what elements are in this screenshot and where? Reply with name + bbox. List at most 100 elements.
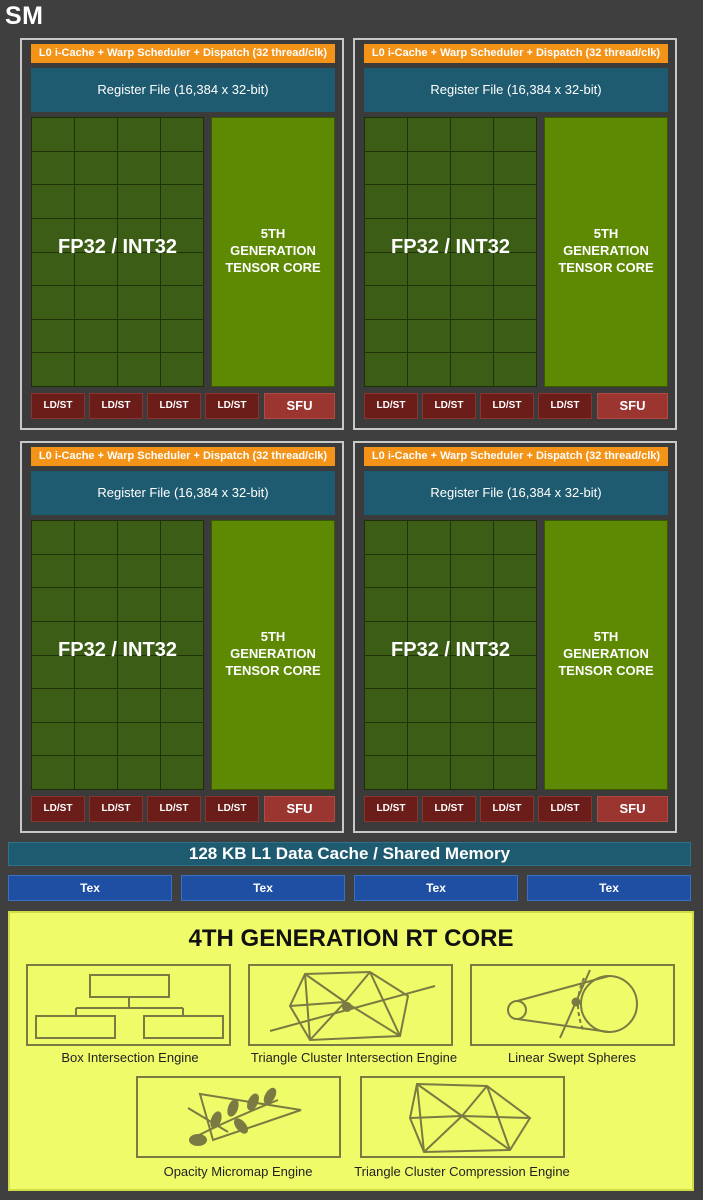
fp32-int32-core	[365, 319, 407, 353]
fp32-int32-core	[365, 689, 407, 722]
fp32-int32-core	[494, 252, 536, 286]
fp32-int32-core	[408, 319, 450, 353]
fp32-int32-core	[451, 554, 493, 588]
fp32-int32-core	[365, 655, 407, 689]
sm-title: SM	[5, 2, 44, 30]
ld-st-unit: LD/ST	[480, 393, 534, 419]
fp32-int32-core	[494, 588, 536, 621]
fp32-int32-core	[408, 353, 450, 386]
fp32-int32-core	[75, 151, 117, 185]
sfu-unit: SFU	[597, 796, 668, 822]
fp32-int32-core	[161, 286, 203, 319]
fp32-int32-core	[32, 655, 74, 689]
fp32-int32-core	[32, 252, 74, 286]
ld-st-unit: LD/ST	[31, 796, 85, 822]
fp32-int32-core	[118, 218, 160, 252]
fp32-int32-core	[408, 588, 450, 621]
rt-core-title: 4TH GENERATION RT CORE	[188, 925, 514, 952]
fp32-int32-core	[161, 588, 203, 621]
fp32-int32-core	[451, 286, 493, 319]
fp32-int32-core	[451, 521, 493, 554]
fp32-int32-core	[161, 689, 203, 722]
fp32-int32-core	[408, 218, 450, 252]
fp32-int32-core	[161, 655, 203, 689]
fp32-int32-core	[118, 588, 160, 621]
fp32-int32-core	[118, 118, 160, 151]
fp32-int32-core	[408, 756, 450, 789]
fp32-int32-core	[32, 151, 74, 185]
register-file: Register File (16,384 x 32-bit)	[364, 68, 668, 112]
fp32-int32-core	[408, 185, 450, 218]
fp32-int32-core	[451, 722, 493, 756]
fp32-int32-core	[75, 218, 117, 252]
fp32-int32-core	[451, 151, 493, 185]
tensor-core-label-line: 5TH	[593, 226, 619, 241]
tensor-core-label: 5TH GENERATION TENSOR CORE	[545, 225, 667, 276]
fp32-int32-core	[451, 621, 493, 655]
tensor-core-label: 5TH GENERATION TENSOR CORE	[212, 628, 334, 679]
fp32-int32-core	[408, 118, 450, 151]
fp32-int32-core	[161, 756, 203, 789]
fp32-int32-units: FP32 / INT32	[364, 520, 537, 790]
fp32-int32-core	[118, 655, 160, 689]
l1-data-cache: 128 KB L1 Data Cache / Shared Memory	[8, 842, 691, 866]
fp32-int32-core	[408, 722, 450, 756]
sfu-unit: SFU	[264, 796, 335, 822]
fp32-int32-core	[118, 185, 160, 218]
fp32-int32-core	[451, 218, 493, 252]
fp32-int32-core	[161, 151, 203, 185]
fp32-int32-core	[494, 286, 536, 319]
fp32-int32-core	[408, 286, 450, 319]
ld-st-unit: LD/ST	[89, 393, 143, 419]
triangle-cluster-icon	[360, 1076, 565, 1158]
fp32-int32-core	[161, 185, 203, 218]
fp32-int32-core	[365, 756, 407, 789]
fp32-int32-core	[75, 756, 117, 789]
fp32-int32-core	[494, 756, 536, 789]
tensor-core-label-line: GENERATION	[563, 243, 649, 258]
tensor-core-label: 5TH GENERATION TENSOR CORE	[212, 225, 334, 276]
tensor-core-label-line: TENSOR CORE	[558, 260, 654, 275]
fp32-int32-core	[118, 756, 160, 789]
sfu-unit: SFU	[264, 393, 335, 419]
fp32-int32-core	[32, 588, 74, 621]
fp32-int32-label: FP32 / INT32	[58, 236, 177, 258]
fp32-int32-core	[494, 722, 536, 756]
fp32-int32-core	[494, 151, 536, 185]
fp32-int32-core	[161, 118, 203, 151]
fp32-int32-core	[494, 353, 536, 386]
triangle-cluster-compression-engine-label: Triangle Cluster Compression Engine	[354, 1164, 570, 1179]
fp32-int32-core	[451, 689, 493, 722]
fp32-int32-core	[494, 521, 536, 554]
tensor-core-label-line: GENERATION	[563, 646, 649, 661]
tex-unit: Tex	[354, 875, 518, 901]
fp32-int32-core	[161, 722, 203, 756]
fp32-int32-core	[118, 286, 160, 319]
register-file: Register File (16,384 x 32-bit)	[364, 471, 668, 515]
fp32-int32-core	[365, 218, 407, 252]
fp32-int32-core	[494, 185, 536, 218]
fp32-int32-core	[451, 185, 493, 218]
fp32-int32-core	[494, 689, 536, 722]
processing-block: L0 i-Cache + Warp Scheduler + Dispatch (…	[353, 441, 677, 833]
fp32-int32-core	[408, 655, 450, 689]
fp32-int32-core	[75, 286, 117, 319]
fp32-int32-core	[161, 319, 203, 353]
fp32-int32-units: FP32 / INT32	[31, 117, 204, 387]
linear-swept-spheres-label: Linear Swept Spheres	[508, 1050, 636, 1065]
fp32-int32-core	[75, 118, 117, 151]
fp32-int32-core	[408, 621, 450, 655]
fp32-int32-core	[451, 655, 493, 689]
triangle-cluster-ray-icon	[248, 964, 453, 1046]
tensor-core-label: 5TH GENERATION TENSOR CORE	[545, 628, 667, 679]
tensor-core-label-line: 5TH	[260, 226, 286, 241]
tensor-core-label-line: TENSOR CORE	[225, 260, 321, 275]
fp32-int32-core	[451, 756, 493, 789]
fp32-int32-core	[408, 252, 450, 286]
fp32-int32-core	[32, 118, 74, 151]
fp32-int32-core	[118, 722, 160, 756]
tex-unit: Tex	[181, 875, 345, 901]
fp32-int32-core	[451, 118, 493, 151]
processing-block: L0 i-Cache + Warp Scheduler + Dispatch (…	[20, 441, 344, 833]
ld-st-unit: LD/ST	[147, 796, 201, 822]
